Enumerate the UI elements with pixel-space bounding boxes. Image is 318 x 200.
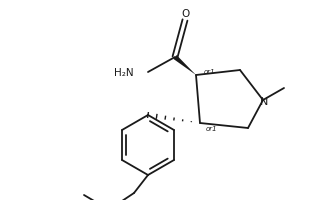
Text: O: O [181, 9, 189, 19]
Text: H₂N: H₂N [114, 68, 134, 78]
Polygon shape [173, 55, 196, 75]
Text: N: N [260, 97, 268, 107]
Text: or1: or1 [204, 69, 216, 75]
Text: or1: or1 [206, 126, 218, 132]
